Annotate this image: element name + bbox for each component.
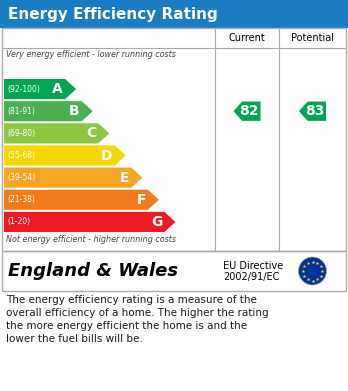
- Bar: [2, 28, 346, 251]
- Text: F: F: [136, 193, 146, 207]
- Text: Current: Current: [229, 33, 266, 43]
- Text: (39-54): (39-54): [7, 173, 35, 182]
- Text: 83: 83: [305, 104, 324, 118]
- Bar: [2, 251, 346, 291]
- Text: Not energy efficient - higher running costs: Not energy efficient - higher running co…: [6, 235, 176, 244]
- Text: G: G: [151, 215, 163, 229]
- Text: 82: 82: [239, 104, 259, 118]
- Polygon shape: [4, 79, 76, 99]
- Text: 2002/91/EC: 2002/91/EC: [223, 272, 279, 282]
- Polygon shape: [4, 212, 175, 232]
- Polygon shape: [4, 190, 159, 210]
- Polygon shape: [234, 102, 261, 121]
- Text: D: D: [101, 149, 113, 163]
- Text: (55-68): (55-68): [7, 151, 35, 160]
- Text: Very energy efficient - lower running costs: Very energy efficient - lower running co…: [6, 50, 176, 59]
- Text: E: E: [120, 170, 129, 185]
- Polygon shape: [4, 168, 142, 188]
- Text: (81-91): (81-91): [7, 107, 35, 116]
- Text: England & Wales: England & Wales: [8, 262, 178, 280]
- Polygon shape: [299, 102, 326, 121]
- Text: Potential: Potential: [291, 33, 334, 43]
- Text: (1-20): (1-20): [7, 217, 30, 226]
- Bar: [0, 0, 348, 28]
- Text: A: A: [52, 82, 63, 96]
- Text: EU Directive: EU Directive: [223, 261, 283, 271]
- Text: lower the fuel bills will be.: lower the fuel bills will be.: [6, 334, 143, 344]
- Text: (21-38): (21-38): [7, 195, 35, 204]
- Polygon shape: [4, 101, 93, 121]
- Text: The energy efficiency rating is a measure of the: The energy efficiency rating is a measur…: [6, 295, 257, 305]
- Text: B: B: [69, 104, 80, 118]
- Text: Energy Efficiency Rating: Energy Efficiency Rating: [8, 7, 218, 22]
- Text: the more energy efficient the home is and the: the more energy efficient the home is an…: [6, 321, 247, 331]
- Text: overall efficiency of a home. The higher the rating: overall efficiency of a home. The higher…: [6, 308, 269, 318]
- Text: (92-100): (92-100): [7, 84, 40, 93]
- Text: (69-80): (69-80): [7, 129, 35, 138]
- Bar: [2, 28, 346, 48]
- Circle shape: [299, 257, 326, 285]
- Text: C: C: [86, 126, 96, 140]
- Polygon shape: [4, 123, 109, 143]
- Polygon shape: [4, 145, 126, 165]
